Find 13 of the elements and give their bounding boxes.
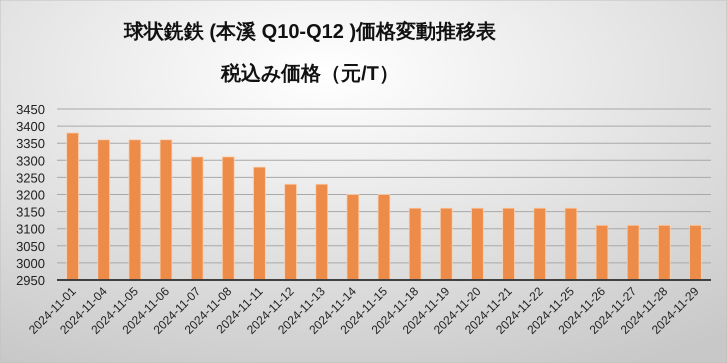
y-tick-label: 3450	[16, 102, 45, 117]
y-tick-label: 3350	[16, 136, 45, 152]
y-tick-label: 3200	[16, 188, 45, 202]
y-tick-label: 3050	[16, 238, 45, 254]
y-tick-label: 3250	[16, 170, 45, 186]
chart-subtitle: 税込み価格（元/T）	[220, 62, 399, 85]
y-tick-label: 3300	[16, 153, 45, 168]
y-tick-label: 3000	[16, 256, 45, 271]
y-tick-label: 2950	[16, 273, 45, 288]
y-tick-label: 3400	[16, 119, 45, 134]
y-tick-label: 3150	[16, 204, 45, 220]
chart-title: 球状銑鉄 (本溪 Q10-Q12 )価格変動推移表	[122, 20, 496, 43]
y-tick-label: 3100	[16, 222, 45, 237]
